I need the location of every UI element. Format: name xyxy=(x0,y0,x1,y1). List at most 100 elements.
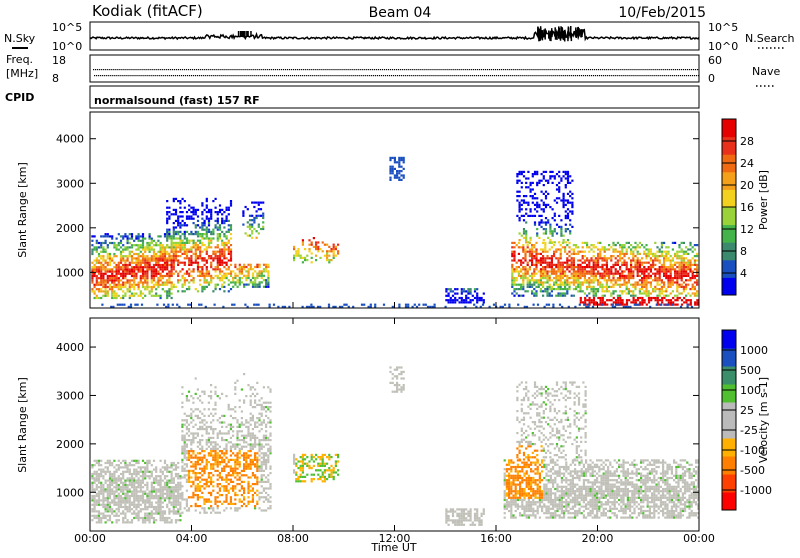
nave-point xyxy=(241,75,242,76)
velocity-cell xyxy=(146,471,148,473)
velocity-cell xyxy=(113,460,115,462)
freq-point xyxy=(455,69,456,70)
power-cell xyxy=(521,171,523,173)
power-cell xyxy=(624,304,626,306)
power-cell xyxy=(184,222,186,224)
power-cell xyxy=(573,277,575,279)
power-cell xyxy=(392,170,394,172)
power-cell xyxy=(476,301,478,303)
power-cell xyxy=(141,304,143,306)
power-cell xyxy=(670,259,672,261)
power-cell xyxy=(645,295,647,297)
velocity-cell xyxy=(96,484,98,486)
power-cell xyxy=(628,292,630,294)
nave-point xyxy=(443,75,444,76)
power-cell xyxy=(536,202,538,204)
power-cell xyxy=(131,273,133,275)
power-cell xyxy=(117,304,119,306)
power-cell xyxy=(689,270,691,272)
power-cell xyxy=(151,260,153,262)
power-cell xyxy=(685,253,687,255)
power-cell xyxy=(219,251,221,253)
freq-point xyxy=(574,69,575,70)
freq-point xyxy=(103,69,104,70)
power-cell xyxy=(694,286,696,288)
power-cell xyxy=(604,264,606,266)
velocity-cell xyxy=(91,466,93,468)
power-cell xyxy=(549,228,551,230)
power-cell xyxy=(634,266,636,268)
power-cell xyxy=(692,257,694,259)
nave-point xyxy=(383,75,384,76)
nave-point xyxy=(122,75,123,76)
power-cell xyxy=(637,275,639,277)
power-cell xyxy=(632,253,634,255)
power-cell xyxy=(617,251,619,253)
power-cell xyxy=(228,253,230,255)
velocity-cell xyxy=(109,488,111,490)
velocity-cell xyxy=(173,462,175,464)
power-cell xyxy=(251,226,253,228)
velocity-cell xyxy=(129,502,131,504)
velocity-cell xyxy=(91,475,93,477)
velocity-cell xyxy=(96,480,98,482)
power-cell xyxy=(262,215,264,217)
power-cell xyxy=(315,259,317,261)
power-cell xyxy=(546,304,548,306)
velocity-cell xyxy=(146,519,148,521)
power-cell xyxy=(615,262,617,264)
power-cell xyxy=(250,281,252,283)
velocity-cell xyxy=(113,504,115,506)
nave-point xyxy=(500,75,501,76)
power-cell xyxy=(193,209,195,211)
power-cell xyxy=(588,304,590,306)
nave-point xyxy=(231,75,232,76)
power-cell xyxy=(692,286,694,288)
power-cell xyxy=(557,275,559,277)
power-cell xyxy=(197,246,199,248)
velocity-cell xyxy=(175,497,177,499)
power-cell xyxy=(556,202,558,204)
power-cell xyxy=(648,273,650,275)
freq-tick-high: 18 xyxy=(52,54,66,67)
power-cell xyxy=(590,257,592,259)
nave-point xyxy=(668,75,669,76)
freq-point xyxy=(212,69,213,70)
velocity-cell xyxy=(129,482,131,484)
power-cell xyxy=(190,270,192,272)
power-cell xyxy=(91,279,93,281)
power-cell xyxy=(198,304,200,306)
nave-point xyxy=(130,75,131,76)
velocity-cell xyxy=(96,504,98,506)
power-cell xyxy=(122,268,124,270)
power-cell xyxy=(582,281,584,283)
power-cell xyxy=(171,286,173,288)
power-cell xyxy=(171,248,173,250)
power-colorbar-label: Power [dB] xyxy=(757,170,770,230)
power-cell xyxy=(588,273,590,275)
power-cell xyxy=(184,273,186,275)
power-cell xyxy=(258,208,260,210)
freq-point xyxy=(659,69,660,70)
velocity-cell xyxy=(151,497,153,499)
power-cell xyxy=(577,277,579,279)
freq-point xyxy=(517,69,518,70)
power-cell xyxy=(513,268,515,270)
nave-point xyxy=(365,75,366,76)
power-cell xyxy=(153,240,155,242)
power-cell xyxy=(228,231,230,233)
power-cell xyxy=(694,262,696,264)
velocity-cell xyxy=(164,469,166,471)
nave-point xyxy=(498,75,499,76)
power-cell xyxy=(157,262,159,264)
power-cell xyxy=(135,266,137,268)
power-cell xyxy=(111,290,113,292)
power-cell xyxy=(533,275,535,277)
power-cell xyxy=(535,279,537,281)
velocity-cell xyxy=(142,499,144,501)
power-cell xyxy=(467,301,469,303)
velocity-cell xyxy=(107,504,109,506)
power-cell xyxy=(546,264,548,266)
velocity-cell xyxy=(109,515,111,517)
power-cell xyxy=(168,270,170,272)
